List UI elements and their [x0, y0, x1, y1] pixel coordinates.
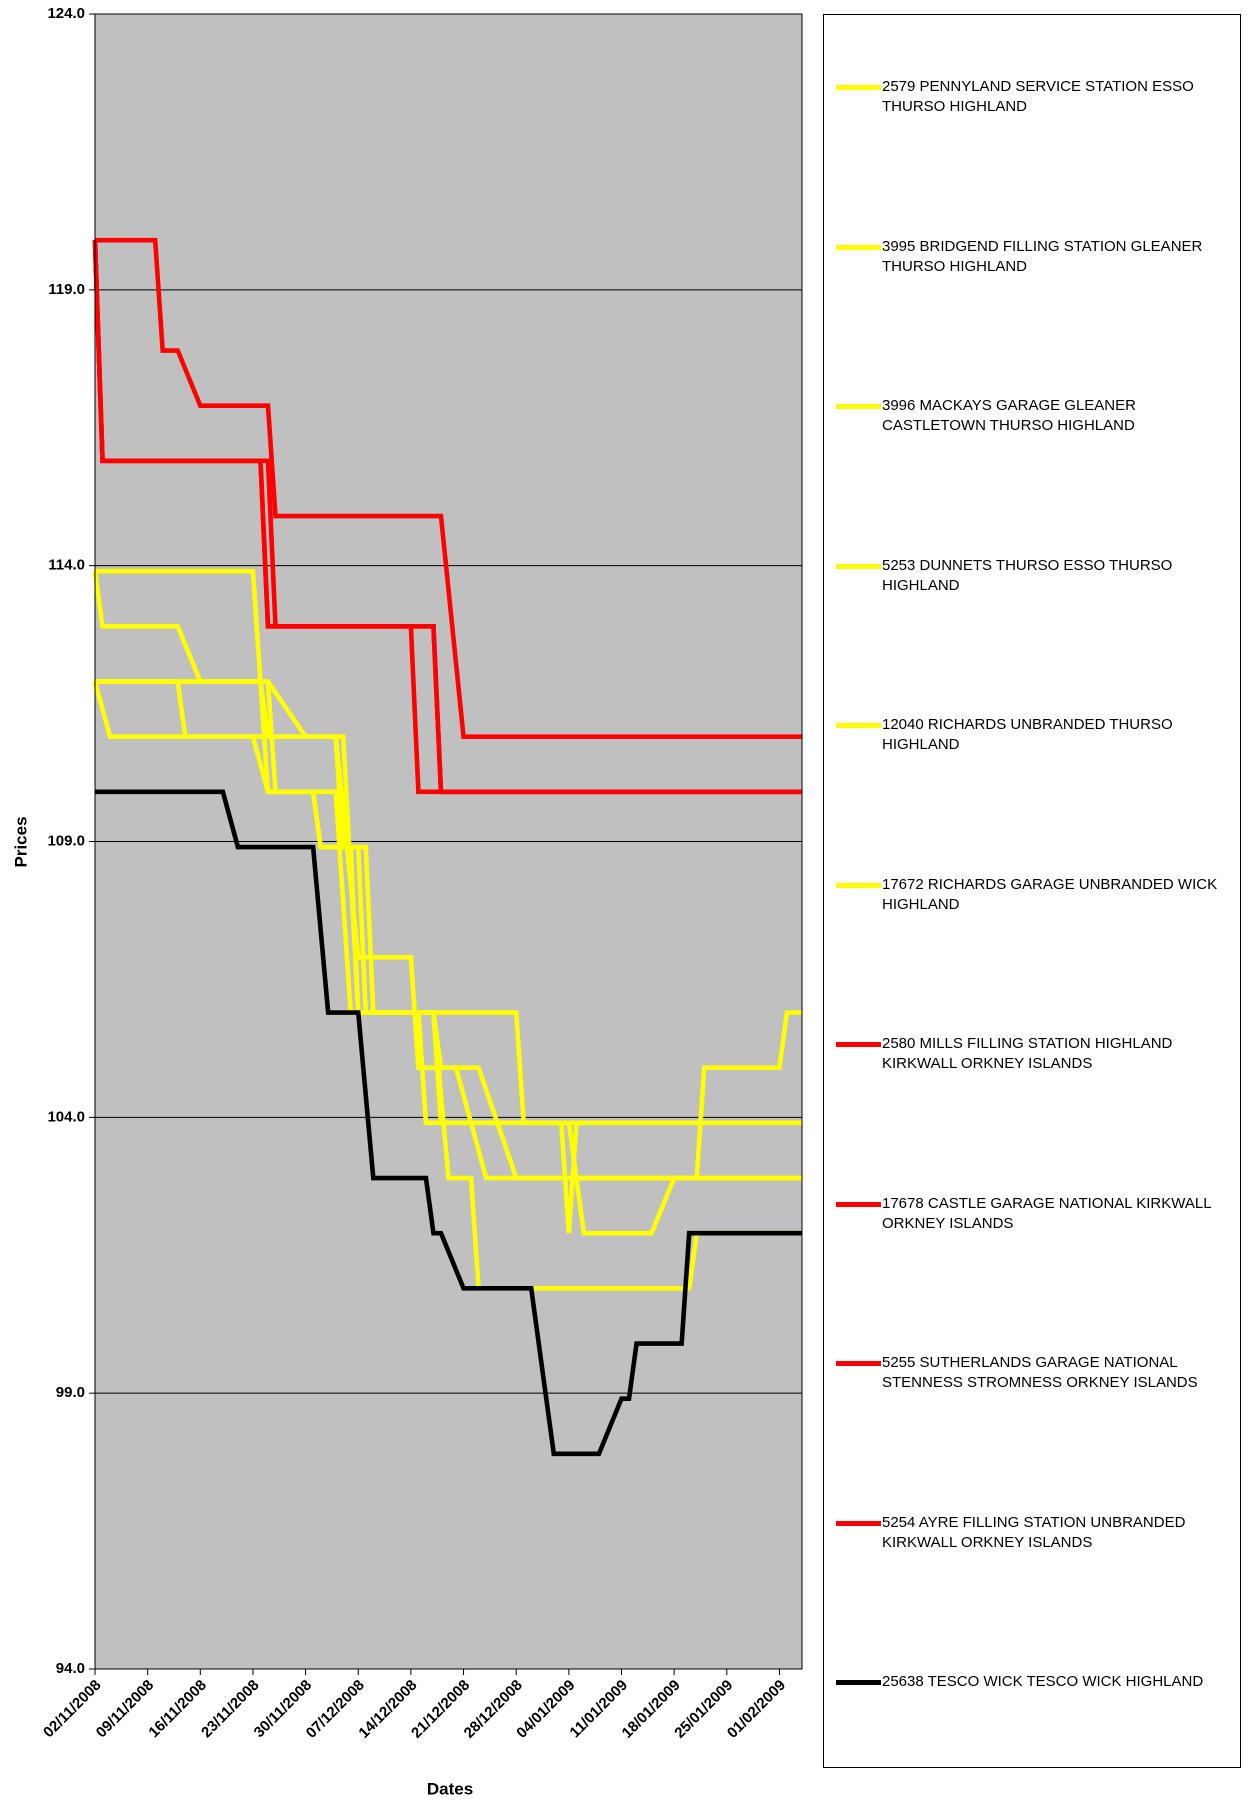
series-line [92, 240, 802, 795]
legend-swatch [836, 85, 881, 90]
legend-swatch [836, 244, 881, 250]
legend-label: 2580 MILLS FILLING STATION HIGHLAND KIRK… [882, 1035, 1173, 1072]
series-line [95, 679, 802, 1181]
y-tick-label: 99.0 [56, 1384, 85, 1401]
legend-label: 17678 CASTLE GARAGE NATIONAL KIRKWALL OR… [882, 1194, 1212, 1232]
legend-label: 17672 RICHARDS GARAGE UNBRANDED WICK HIG… [882, 875, 1218, 913]
y-tick-label: 114.0 [48, 557, 85, 574]
legend-swatch [836, 1680, 881, 1685]
y-tick-label: 109.0 [47, 832, 85, 849]
series-line [95, 789, 802, 1457]
legend-label: 12040 RICHARDS UNBRANDED THURSO HIGHLAND [882, 716, 1173, 753]
legend-label: 3995 BRIDGEND FILLING STATION GLEANER TH… [882, 237, 1203, 275]
legend-label: 5255 SUTHERLANDS GARAGE NATIONAL STENNES… [882, 1354, 1198, 1391]
legend-label: 25638 TESCO WICK TESCO WICK HIGHLAND [882, 1673, 1204, 1690]
legend-swatch [836, 1042, 881, 1047]
legend: 2579 PENNYLAND SERVICE STATION ESSO THUR… [823, 14, 1241, 1768]
legend-label: 2579 PENNYLAND SERVICE STATION ESSO THUR… [882, 78, 1194, 115]
legend-swatch [836, 563, 881, 569]
legend-swatch [836, 404, 881, 409]
y-axis-label: Prices [11, 816, 30, 867]
y-tick-label: 104.0 [47, 1108, 85, 1125]
legend-swatch [836, 1520, 881, 1526]
y-tick-label: 124.0 [47, 5, 85, 22]
legend-label: 5253 DUNNETS THURSO ESSO THURSO HIGHLAND [882, 556, 1173, 594]
legend-swatch [836, 723, 881, 728]
legend-swatch [836, 1361, 881, 1366]
series-line [95, 237, 802, 739]
legend-label: 5254 AYRE FILLING STATION UNBRANDED KIRK… [882, 1513, 1186, 1551]
y-tick-label: 119.0 [48, 281, 85, 298]
lines [92, 237, 802, 1457]
legend-swatch [836, 1201, 881, 1207]
legend-label: 3996 MACKAYS GARAGE GLEANER CASTLETOWN T… [882, 397, 1136, 434]
y-tick-label: 94.0 [56, 1660, 85, 1677]
legend-swatch [836, 882, 881, 888]
x-axis-label: Dates [427, 1779, 473, 1798]
